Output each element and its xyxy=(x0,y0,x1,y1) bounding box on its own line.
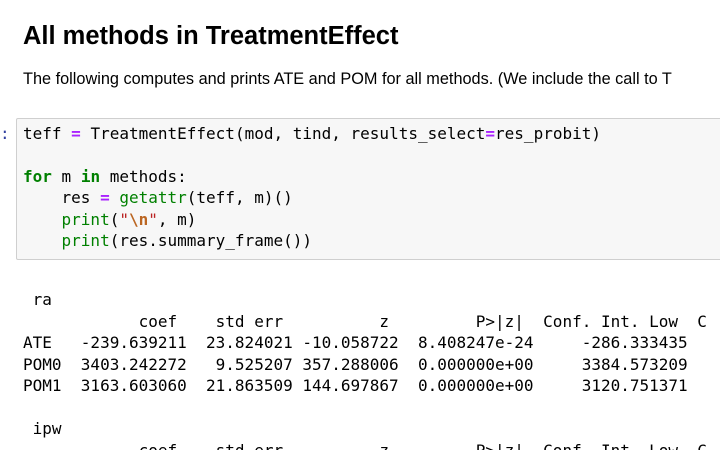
code-token: res_probit) xyxy=(495,124,601,143)
code-line: teff = TreatmentEffect(mod, tind, result… xyxy=(23,123,601,144)
code-token xyxy=(23,231,62,250)
output-line: ipw xyxy=(23,419,62,438)
intro-paragraph: The following computes and prints ATE an… xyxy=(23,70,672,88)
code-token xyxy=(23,210,62,229)
code-token: = xyxy=(71,124,81,143)
code-token: " xyxy=(119,209,129,229)
output-line: ra xyxy=(23,290,52,309)
code-line xyxy=(23,144,601,165)
output-line: ATE -239.639211 23.824021 -10.058722 8.4… xyxy=(23,333,688,352)
section-heading: All methods in TreatmentEffect xyxy=(23,22,399,50)
code-line: print(res.summary_frame()) xyxy=(23,230,601,251)
output-line xyxy=(23,397,707,419)
code-token: " xyxy=(148,209,158,229)
output-line: coef std err z P>|z| Conf. Int. Low C xyxy=(23,440,707,450)
code-token: TreatmentEffect(mod, tind, results_selec… xyxy=(80,124,486,143)
code-token: in xyxy=(80,166,101,186)
output-line: coef std err z P>|z| Conf. Int. Low C xyxy=(23,311,707,331)
output-line: POM1 3163.603060 21.863509 144.697867 0.… xyxy=(23,376,688,395)
input-prompt: : xyxy=(0,124,10,143)
code-line: print("\n", m) xyxy=(23,209,601,230)
code-token: m xyxy=(51,166,81,186)
code-token: getattr xyxy=(119,188,187,208)
code-token: teff xyxy=(23,124,72,143)
code-token: print xyxy=(61,231,110,251)
cell-output: ra coef std err z P>|z| Conf. Int. Low C… xyxy=(23,289,707,450)
code-token: \n xyxy=(128,209,149,229)
code-token: = xyxy=(100,188,110,208)
code-token xyxy=(110,188,120,207)
code-cell[interactable]: teff = TreatmentEffect(mod, tind, result… xyxy=(16,118,720,260)
output-line: POM0 3403.242272 9.525207 357.288006 0.0… xyxy=(23,354,688,374)
code-token: = xyxy=(485,124,496,143)
code-token: , m) xyxy=(157,209,197,229)
code-line: for m in methods: xyxy=(23,166,601,187)
code-token: methods: xyxy=(100,166,187,186)
code-token: res xyxy=(23,188,101,208)
code-editor[interactable]: teff = TreatmentEffect(mod, tind, result… xyxy=(23,123,601,251)
code-line: res = getattr(teff, m)() xyxy=(23,187,601,208)
code-token: (res.summary_frame()) xyxy=(109,231,312,251)
code-token: print xyxy=(61,209,110,229)
code-token: for xyxy=(23,166,52,186)
code-token: ( xyxy=(109,209,120,229)
code-token: (teff, m)() xyxy=(186,188,293,208)
